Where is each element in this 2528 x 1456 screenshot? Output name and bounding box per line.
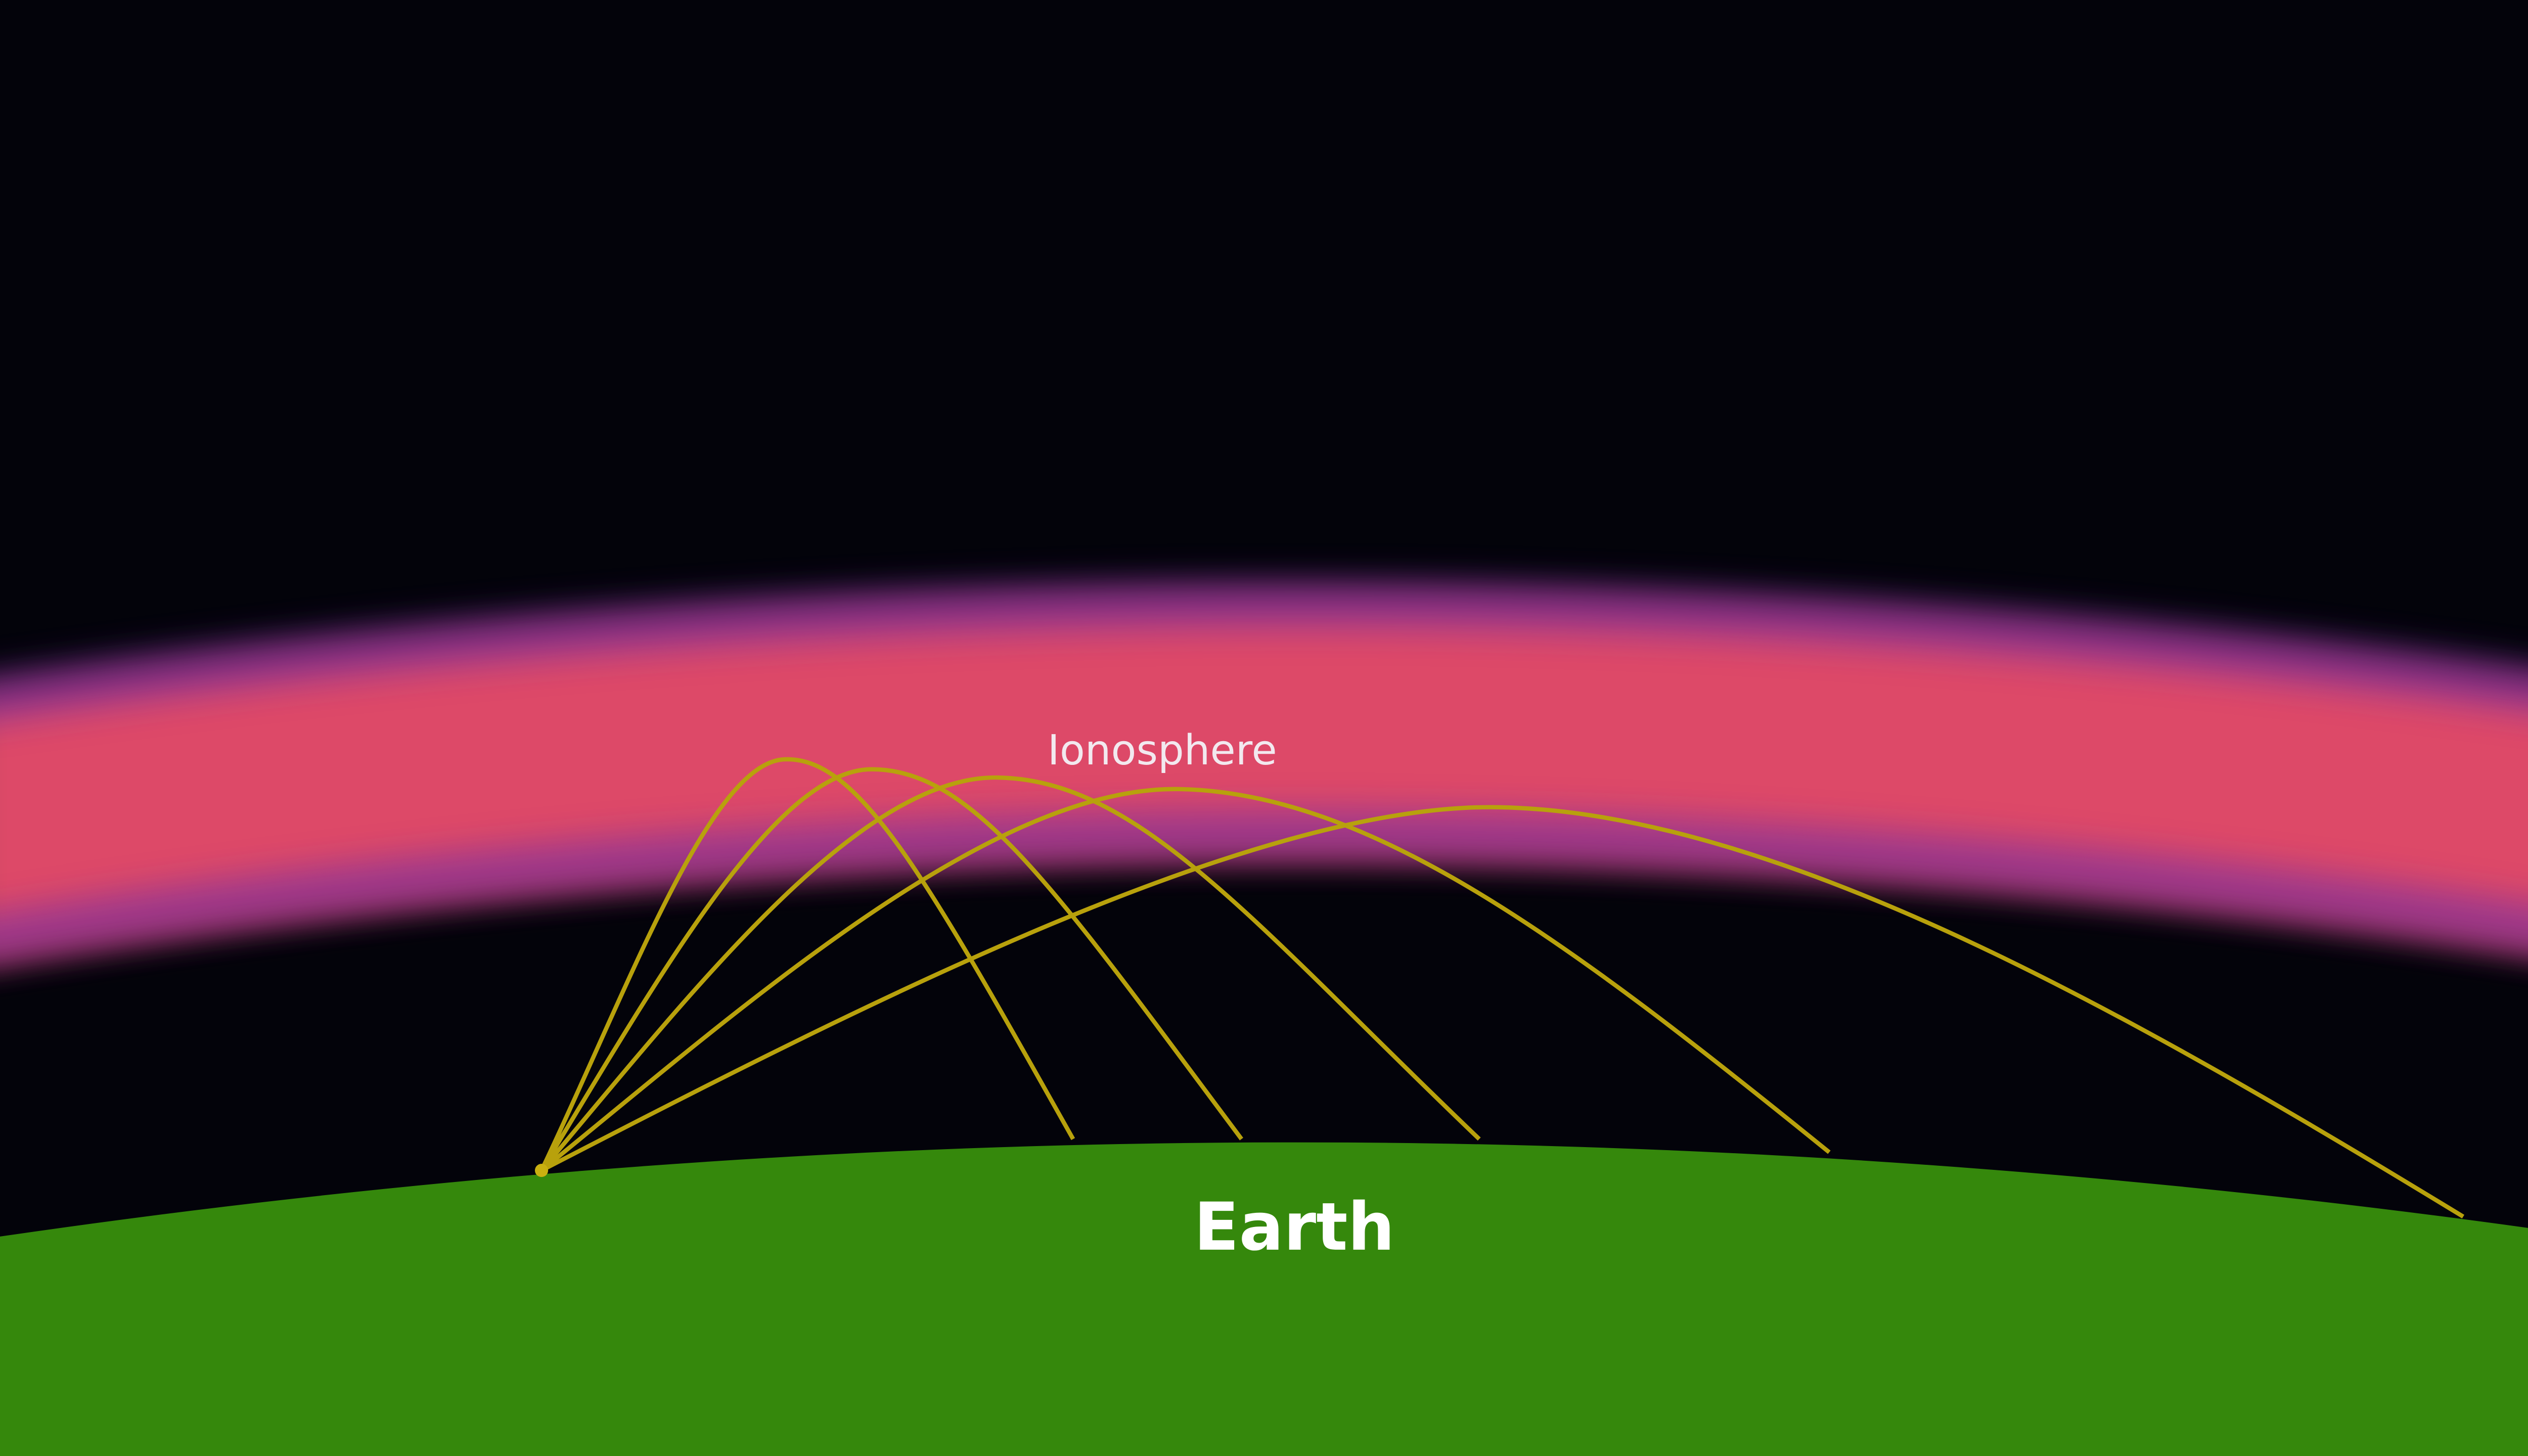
ionosphere-edge-top xyxy=(0,579,2528,722)
ray-path-3 xyxy=(539,775,1481,1172)
ray-path-4 xyxy=(540,787,1831,1172)
ionosphere-edge-bottom xyxy=(0,809,2528,961)
ray-path-5 xyxy=(540,805,2465,1219)
ionosphere-label: Ionosphere xyxy=(1048,726,1277,775)
ray-path-2 xyxy=(539,767,1243,1172)
transmitter-point xyxy=(534,1164,549,1177)
earth-surface xyxy=(0,1142,2528,1456)
earth-label: Earth xyxy=(1194,1189,1394,1265)
radio-rays xyxy=(539,757,2465,1219)
ray-path-1 xyxy=(539,757,1075,1171)
